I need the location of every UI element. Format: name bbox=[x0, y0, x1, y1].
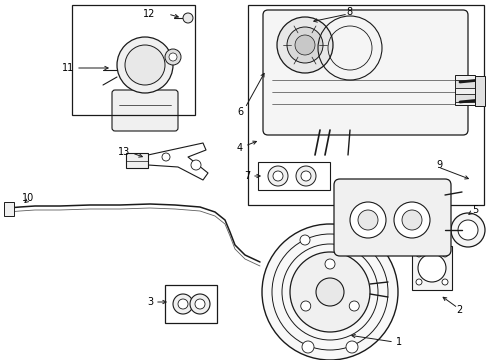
Circle shape bbox=[183, 13, 193, 23]
Circle shape bbox=[294, 35, 314, 55]
Bar bbox=[247, 5, 483, 205]
Text: 12: 12 bbox=[142, 9, 155, 19]
Text: 1: 1 bbox=[395, 337, 401, 347]
Circle shape bbox=[272, 171, 283, 181]
Text: 8: 8 bbox=[346, 7, 351, 17]
Text: 6: 6 bbox=[236, 107, 243, 117]
Circle shape bbox=[441, 279, 447, 285]
Circle shape bbox=[286, 27, 323, 63]
Circle shape bbox=[162, 153, 170, 161]
Circle shape bbox=[262, 224, 397, 360]
Circle shape bbox=[415, 279, 421, 285]
Circle shape bbox=[295, 166, 315, 186]
Text: 3: 3 bbox=[146, 297, 153, 307]
Circle shape bbox=[300, 301, 310, 311]
Circle shape bbox=[267, 166, 287, 186]
Circle shape bbox=[302, 341, 313, 353]
FancyBboxPatch shape bbox=[333, 179, 450, 256]
FancyBboxPatch shape bbox=[112, 90, 178, 131]
Circle shape bbox=[190, 294, 209, 314]
Circle shape bbox=[325, 259, 334, 269]
Bar bbox=[454, 94, 474, 102]
Circle shape bbox=[191, 160, 201, 170]
Bar bbox=[164, 285, 217, 323]
Bar bbox=[411, 246, 451, 290]
Bar bbox=[454, 80, 474, 88]
Bar bbox=[474, 76, 484, 106]
Circle shape bbox=[346, 341, 357, 353]
Text: 2: 2 bbox=[455, 305, 461, 315]
Circle shape bbox=[349, 202, 385, 238]
Circle shape bbox=[164, 49, 181, 65]
Circle shape bbox=[173, 294, 193, 314]
Circle shape bbox=[417, 254, 445, 282]
Circle shape bbox=[441, 251, 447, 257]
Text: 7: 7 bbox=[243, 171, 249, 181]
Text: 9: 9 bbox=[435, 160, 441, 170]
Circle shape bbox=[195, 299, 204, 309]
Circle shape bbox=[415, 251, 421, 257]
Circle shape bbox=[276, 17, 332, 73]
Circle shape bbox=[393, 202, 429, 238]
Circle shape bbox=[117, 37, 173, 93]
Circle shape bbox=[349, 235, 359, 245]
Circle shape bbox=[169, 53, 177, 61]
Circle shape bbox=[299, 235, 309, 245]
Bar bbox=[4, 202, 14, 216]
Circle shape bbox=[450, 213, 484, 247]
Circle shape bbox=[457, 220, 477, 240]
Bar bbox=[454, 75, 474, 105]
Text: 11: 11 bbox=[61, 63, 74, 73]
FancyBboxPatch shape bbox=[263, 10, 467, 135]
Text: 4: 4 bbox=[236, 143, 243, 153]
Circle shape bbox=[348, 301, 359, 311]
Bar bbox=[72, 5, 195, 115]
Circle shape bbox=[178, 299, 187, 309]
Bar bbox=[258, 162, 329, 190]
Circle shape bbox=[125, 45, 164, 85]
Circle shape bbox=[315, 278, 343, 306]
Text: 10: 10 bbox=[22, 193, 34, 203]
Circle shape bbox=[401, 210, 421, 230]
Circle shape bbox=[289, 252, 369, 332]
Circle shape bbox=[357, 210, 377, 230]
Text: 5: 5 bbox=[471, 205, 477, 215]
Circle shape bbox=[301, 171, 310, 181]
Text: 13: 13 bbox=[118, 147, 130, 157]
Bar bbox=[126, 153, 148, 168]
